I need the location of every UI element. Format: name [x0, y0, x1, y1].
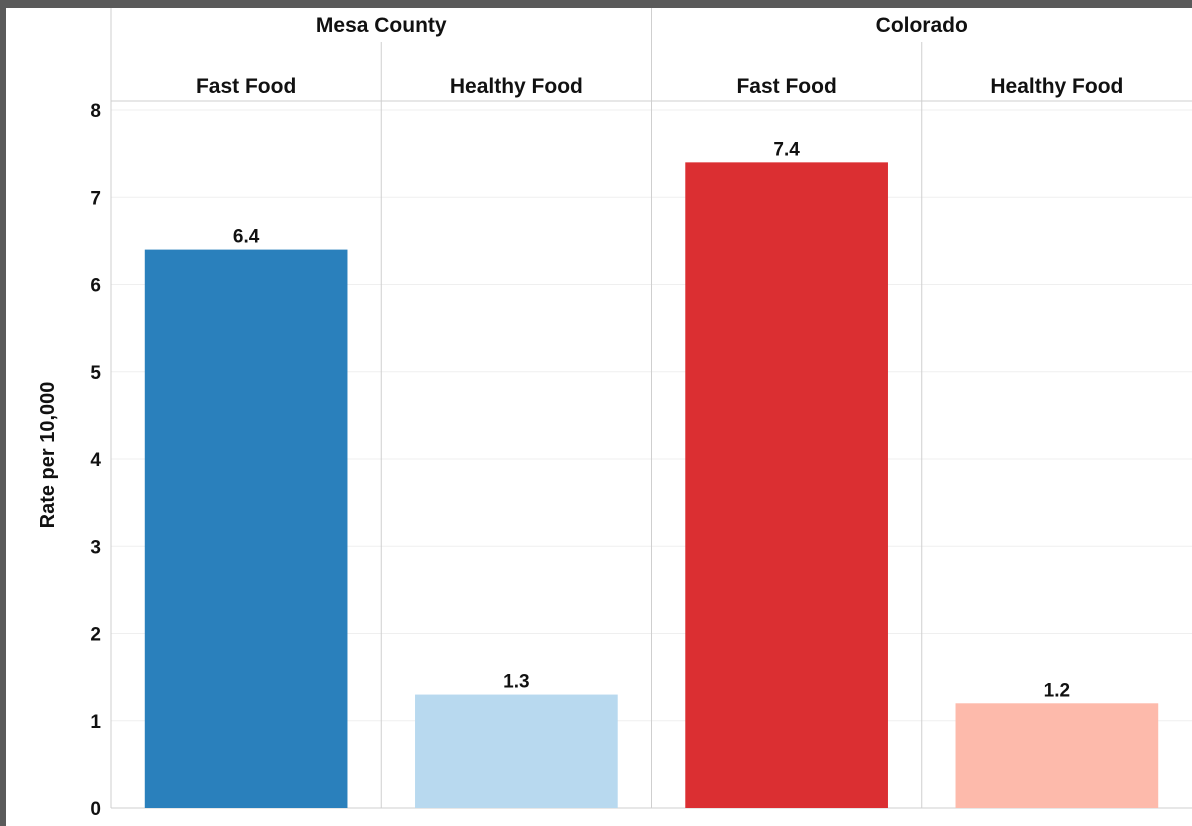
- data-label: 1.2: [1044, 680, 1070, 701]
- bar-mesa-county-healthy-food: [415, 695, 618, 808]
- group-header: Mesa County: [316, 14, 447, 37]
- panel-headers: Mesa County Fast Food Healthy Food Colorado…: [196, 14, 1123, 98]
- category-header: Healthy Food: [450, 75, 583, 98]
- y-tick-label: 5: [90, 363, 101, 384]
- y-tick-label: 3: [90, 537, 101, 558]
- data-label: 1.3: [503, 672, 529, 693]
- y-axis: Rate per 10,000 0 1 2 3 4 5 6 7 8: [37, 101, 101, 820]
- y-tick-label: 4: [90, 450, 101, 471]
- bar-colorado-fast-food: [685, 162, 888, 808]
- y-tick-label: 8: [90, 101, 101, 122]
- category-header: Healthy Food: [990, 75, 1123, 98]
- group-header: Colorado: [876, 14, 968, 37]
- category-header: Fast Food: [196, 75, 296, 98]
- y-tick-label: 7: [90, 188, 101, 209]
- y-axis-label: Rate per 10,000: [37, 382, 59, 529]
- y-tick-label: 6: [90, 276, 101, 297]
- bar-colorado-healthy-food: [956, 703, 1159, 808]
- category-header: Fast Food: [736, 75, 836, 98]
- data-label: 6.4: [233, 227, 260, 248]
- y-tick-label: 2: [90, 625, 101, 646]
- bar-mesa-county-fast-food: [145, 250, 348, 808]
- data-label: 7.4: [773, 139, 800, 160]
- y-tick-label: 0: [90, 799, 101, 820]
- y-tick-label: 1: [90, 712, 101, 733]
